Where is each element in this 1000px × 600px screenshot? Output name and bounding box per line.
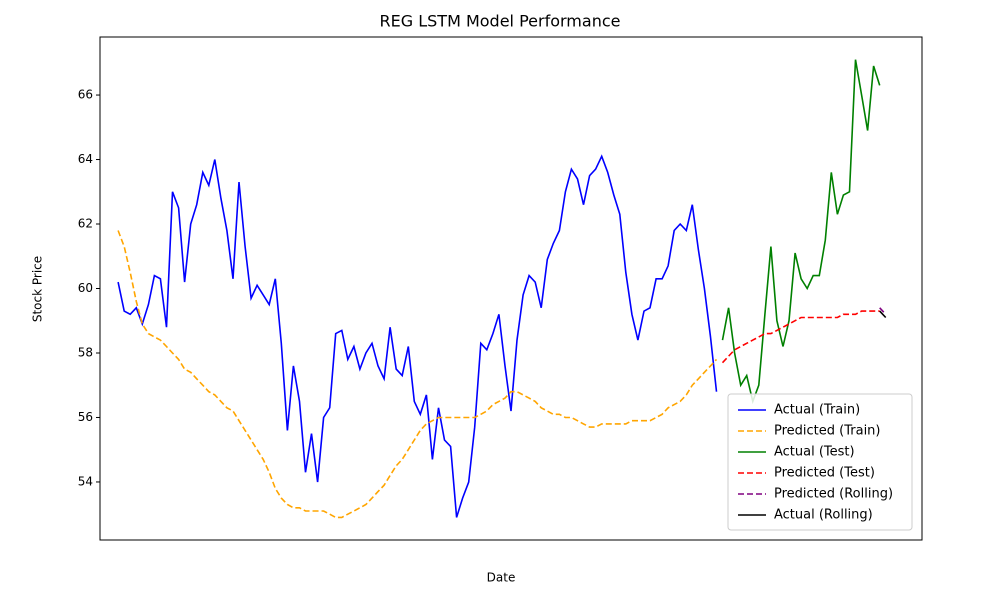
y-tick-label: 56 bbox=[78, 410, 93, 424]
y-tick-label: 60 bbox=[78, 281, 93, 295]
x-axis-label: Date bbox=[487, 571, 516, 585]
series-line bbox=[879, 307, 887, 315]
y-tick-label: 66 bbox=[78, 88, 93, 102]
legend-label: Actual (Test) bbox=[774, 445, 855, 460]
y-tick-label: 64 bbox=[78, 152, 93, 166]
legend-label: Actual (Rolling) bbox=[774, 508, 873, 523]
y-tick-label: 62 bbox=[78, 217, 93, 231]
legend-label: Predicted (Train) bbox=[774, 424, 881, 439]
series-line bbox=[117, 154, 718, 518]
series-line bbox=[879, 310, 887, 319]
chart-title: REG LSTM Model Performance bbox=[380, 12, 621, 31]
y-tick-label: 54 bbox=[78, 474, 93, 488]
legend-label: Predicted (Test) bbox=[774, 466, 875, 481]
legend: Actual (Train) Predicted (Train) Actual (T… bbox=[727, 393, 913, 531]
y-axis-label: Stock Price bbox=[31, 256, 45, 322]
series-line bbox=[117, 230, 718, 519]
y-tick-label: 58 bbox=[78, 345, 93, 359]
legend-label: Predicted (Rolling) bbox=[774, 487, 893, 502]
legend-label: Actual (Train) bbox=[774, 403, 860, 418]
series-line bbox=[721, 310, 880, 364]
legend-box bbox=[727, 393, 913, 531]
series-line bbox=[721, 59, 881, 405]
